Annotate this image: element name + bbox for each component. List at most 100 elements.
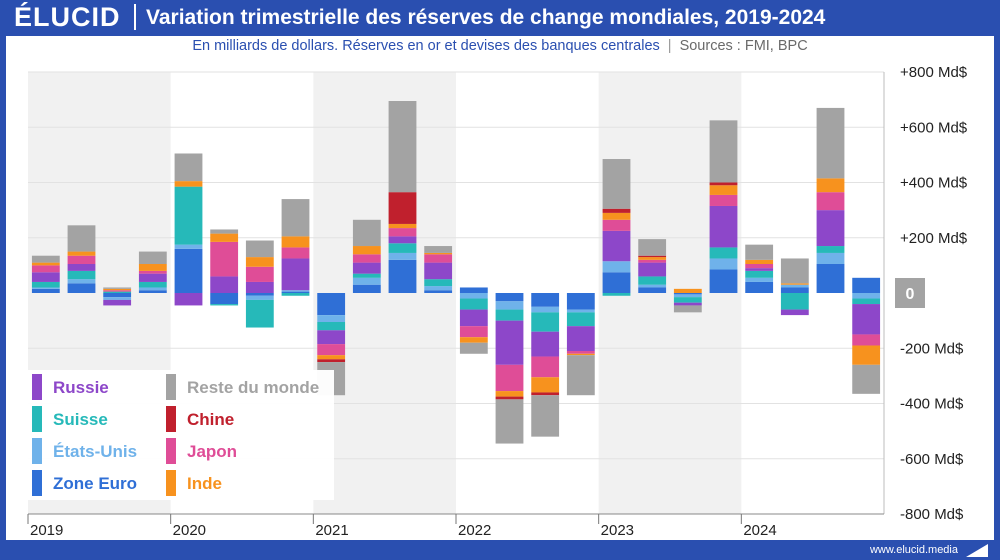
bar-segment[interactable]: [281, 199, 310, 237]
legend-label[interactable]: Zone Euro: [53, 474, 137, 493]
bar-segment[interactable]: [566, 309, 595, 313]
bar-segment[interactable]: [638, 284, 667, 288]
bar-segment[interactable]: [352, 277, 381, 285]
bar-segment[interactable]: [103, 297, 132, 300]
bar-segment[interactable]: [245, 299, 274, 328]
bar-segment[interactable]: [31, 255, 60, 263]
bar-segment[interactable]: [780, 283, 809, 285]
bar-segment[interactable]: [317, 293, 346, 316]
bar-segment[interactable]: [566, 355, 595, 396]
bar-segment[interactable]: [673, 297, 702, 303]
bar-segment[interactable]: [388, 228, 417, 237]
bar-segment[interactable]: [745, 268, 774, 271]
bar-segment[interactable]: [352, 284, 381, 293]
bar-segment[interactable]: [281, 258, 310, 291]
bar-segment[interactable]: [531, 356, 560, 378]
bar-segment[interactable]: [495, 293, 524, 302]
bar-segment[interactable]: [31, 272, 60, 282]
bar-segment[interactable]: [673, 293, 702, 295]
bar-segment[interactable]: [424, 290, 453, 293]
bar-segment[interactable]: [531, 331, 560, 357]
bar-segment[interactable]: [780, 284, 809, 288]
bar-segment[interactable]: [566, 326, 595, 352]
bar-segment[interactable]: [138, 290, 167, 293]
bar-segment[interactable]: [495, 399, 524, 444]
bar-segment[interactable]: [745, 259, 774, 264]
bar-segment[interactable]: [638, 262, 667, 277]
bar-segment[interactable]: [852, 304, 881, 335]
bar-segment[interactable]: [816, 252, 845, 264]
bar-segment[interactable]: [317, 315, 346, 323]
legend-label[interactable]: Inde: [187, 474, 222, 493]
bar-segment[interactable]: [852, 293, 881, 299]
bar-segment[interactable]: [816, 192, 845, 211]
bar-segment[interactable]: [31, 281, 60, 288]
bar-segment[interactable]: [495, 391, 524, 397]
bar-segment[interactable]: [638, 276, 667, 285]
bar-segment[interactable]: [852, 277, 881, 293]
bar-segment[interactable]: [210, 276, 239, 293]
bar-segment[interactable]: [352, 219, 381, 247]
bar-segment[interactable]: [424, 252, 453, 255]
bar-segment[interactable]: [531, 377, 560, 393]
bar-segment[interactable]: [459, 293, 488, 299]
bar-segment[interactable]: [388, 192, 417, 224]
bar-segment[interactable]: [317, 355, 346, 360]
bar-segment[interactable]: [459, 287, 488, 293]
bar-segment[interactable]: [67, 270, 96, 280]
bar-segment[interactable]: [424, 246, 453, 253]
bar-segment[interactable]: [709, 258, 738, 270]
bar-segment[interactable]: [745, 244, 774, 260]
bar-segment[interactable]: [531, 395, 560, 437]
bar-segment[interactable]: [709, 182, 738, 186]
bar-segment[interactable]: [566, 293, 595, 310]
legend-label[interactable]: Japon: [187, 442, 237, 461]
bar-segment[interactable]: [174, 186, 203, 245]
bar-segment[interactable]: [495, 396, 524, 400]
bar-segment[interactable]: [138, 287, 167, 291]
bar-segment[interactable]: [673, 288, 702, 293]
bar-segment[interactable]: [67, 251, 96, 256]
bar-segment[interactable]: [281, 291, 310, 293]
bar-segment[interactable]: [531, 312, 560, 332]
bar-segment[interactable]: [816, 210, 845, 247]
bar-segment[interactable]: [245, 281, 274, 293]
bar-segment[interactable]: [602, 208, 631, 213]
bar-segment[interactable]: [245, 295, 274, 300]
bar-segment[interactable]: [709, 247, 738, 259]
bar-segment[interactable]: [245, 266, 274, 282]
bar-segment[interactable]: [638, 257, 667, 260]
bar-segment[interactable]: [566, 351, 595, 354]
bar-segment[interactable]: [352, 273, 381, 278]
bar-segment[interactable]: [388, 259, 417, 293]
bar-segment[interactable]: [602, 293, 631, 296]
legend-label[interactable]: États-Unis: [53, 442, 137, 461]
bar-segment[interactable]: [495, 364, 524, 392]
bar-segment[interactable]: [388, 101, 417, 193]
bar-segment[interactable]: [531, 293, 560, 307]
bar-segment[interactable]: [531, 306, 560, 313]
bar-segment[interactable]: [566, 353, 595, 356]
bar-segment[interactable]: [602, 272, 631, 293]
bar-segment[interactable]: [281, 293, 310, 296]
bar-segment[interactable]: [210, 233, 239, 242]
bar-segment[interactable]: [495, 301, 524, 310]
bar-segment[interactable]: [281, 236, 310, 248]
bar-segment[interactable]: [245, 293, 274, 296]
bar-segment[interactable]: [352, 262, 381, 274]
bar-segment[interactable]: [31, 265, 60, 273]
bar-segment[interactable]: [138, 273, 167, 282]
bar-segment[interactable]: [388, 236, 417, 244]
bar-segment[interactable]: [424, 279, 453, 287]
bar-segment[interactable]: [745, 277, 774, 282]
bar-segment[interactable]: [67, 225, 96, 252]
bar-segment[interactable]: [245, 240, 274, 258]
bar-segment[interactable]: [424, 286, 453, 291]
bar-segment[interactable]: [816, 107, 845, 179]
bar-segment[interactable]: [459, 342, 488, 354]
bar-segment[interactable]: [281, 290, 310, 292]
bar-segment[interactable]: [780, 258, 809, 284]
bar-segment[interactable]: [174, 248, 203, 293]
bar-segment[interactable]: [780, 293, 809, 310]
bar-segment[interactable]: [638, 259, 667, 263]
